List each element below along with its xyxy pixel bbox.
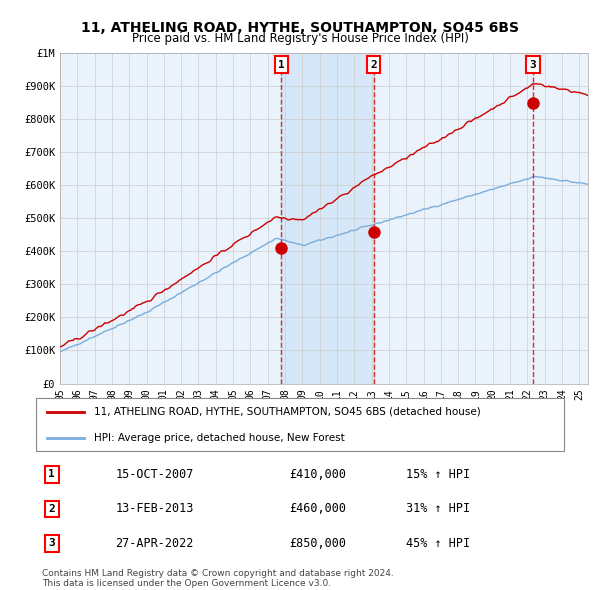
Text: 11, ATHELING ROAD, HYTHE, SOUTHAMPTON, SO45 6BS (detached house): 11, ATHELING ROAD, HYTHE, SOUTHAMPTON, S… <box>94 407 481 417</box>
Text: 3: 3 <box>49 538 55 548</box>
Text: 11, ATHELING ROAD, HYTHE, SOUTHAMPTON, SO45 6BS: 11, ATHELING ROAD, HYTHE, SOUTHAMPTON, S… <box>81 21 519 35</box>
Text: 45% ↑ HPI: 45% ↑ HPI <box>406 537 470 550</box>
Text: 1: 1 <box>278 60 285 70</box>
Text: 15% ↑ HPI: 15% ↑ HPI <box>406 468 470 481</box>
Text: £460,000: £460,000 <box>289 502 346 516</box>
Text: 13-FEB-2013: 13-FEB-2013 <box>115 502 194 516</box>
Text: 31% ↑ HPI: 31% ↑ HPI <box>406 502 470 516</box>
Text: 3: 3 <box>530 60 536 70</box>
Text: £410,000: £410,000 <box>289 468 346 481</box>
Text: 27-APR-2022: 27-APR-2022 <box>115 537 194 550</box>
Text: Price paid vs. HM Land Registry's House Price Index (HPI): Price paid vs. HM Land Registry's House … <box>131 32 469 45</box>
Text: Contains HM Land Registry data © Crown copyright and database right 2024.: Contains HM Land Registry data © Crown c… <box>42 569 394 578</box>
Text: 2: 2 <box>49 504 55 514</box>
FancyBboxPatch shape <box>36 398 564 451</box>
Text: 1: 1 <box>49 470 55 480</box>
Text: 15-OCT-2007: 15-OCT-2007 <box>115 468 194 481</box>
Bar <box>281 53 374 384</box>
Text: This data is licensed under the Open Government Licence v3.0.: This data is licensed under the Open Gov… <box>42 579 331 588</box>
Text: £850,000: £850,000 <box>289 537 346 550</box>
Text: 2: 2 <box>370 60 377 70</box>
Text: HPI: Average price, detached house, New Forest: HPI: Average price, detached house, New … <box>94 433 345 443</box>
